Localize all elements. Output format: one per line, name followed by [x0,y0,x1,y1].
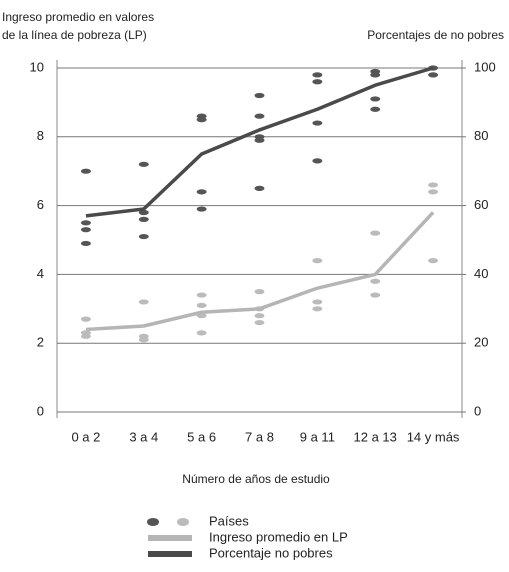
country-dot [312,258,323,264]
country-dot [370,292,381,298]
x-tick-label: 9 a 11 [300,429,335,444]
country-dot [370,106,381,112]
country-dot [370,230,381,236]
country-dot [138,299,149,305]
country-dot [428,258,439,264]
country-dot [370,278,381,284]
country-dot [80,220,91,226]
country-dot [312,306,323,312]
legend-swatch [148,535,192,541]
legend-label: Porcentaje no pobres [209,545,333,560]
country-dot [196,117,207,123]
country-dot [254,313,265,319]
legend-swatch [148,551,192,557]
y-tick-label: 4 [37,266,44,281]
y2-tick-label: 60 [474,197,488,212]
country-dot [428,182,439,188]
y2-tick-label: 40 [474,266,488,281]
country-dot [80,227,91,233]
x-tick-label: 14 y más [407,429,460,444]
country-dot [254,289,265,295]
y2-tick-label: 80 [474,128,488,143]
country-dot [312,158,323,164]
x-tick-label: 0 a 2 [71,429,100,444]
country-dot [138,216,149,222]
x-tick-label: 7 a 8 [245,429,274,444]
x-axis-title: Número de años de estudio [182,472,330,486]
country-dot [138,161,149,167]
legend-swatch [177,518,189,526]
y2-axis-title: Porcentajes de no pobres [367,28,504,42]
series-line [85,211,435,332]
country-dot [196,302,207,308]
country-dot [80,316,91,322]
country-dot [254,113,265,119]
country-dot [138,337,149,343]
country-dot [254,137,265,143]
country-dot [196,206,207,212]
y-tick-label: 10 [30,59,44,74]
y-tick-label: 6 [37,197,44,212]
country-dot [312,120,323,126]
y-tick-label: 8 [37,128,44,143]
y-tick-label: 2 [37,335,44,350]
country-dot [80,168,91,174]
x-tick-label: 3 a 4 [129,429,158,444]
country-dot [138,209,149,216]
country-dot [196,189,207,195]
legend-label: Países [209,513,249,528]
country-dot [428,189,439,195]
country-dot [80,240,91,247]
y-axis-title: Ingreso promedio en valores [2,10,154,24]
country-dot [370,96,381,102]
series-line [85,66,434,218]
x-tick-label: 5 a 6 [187,429,216,444]
country-dot [370,72,381,78]
y2-tick-label: 100 [474,59,496,74]
country-dot [312,299,323,305]
legend-swatch [147,518,159,526]
country-dot [254,185,265,191]
x-tick-label: 12 a 13 [354,429,397,444]
country-dot [254,319,265,326]
country-dot [138,233,149,240]
legend-label: Ingreso promedio en LP [209,529,348,544]
country-dot [196,292,207,298]
country-dot [80,333,91,339]
y2-tick-label: 20 [474,335,488,350]
y-axis-title: de la línea de pobreza (LP) [2,28,147,42]
country-dot [312,72,323,78]
y-tick-label: 0 [37,403,44,418]
y2-tick-label: 0 [474,403,481,418]
country-dot [196,330,207,336]
country-dot [254,92,265,99]
country-dot [312,79,323,85]
country-dot [428,72,439,78]
